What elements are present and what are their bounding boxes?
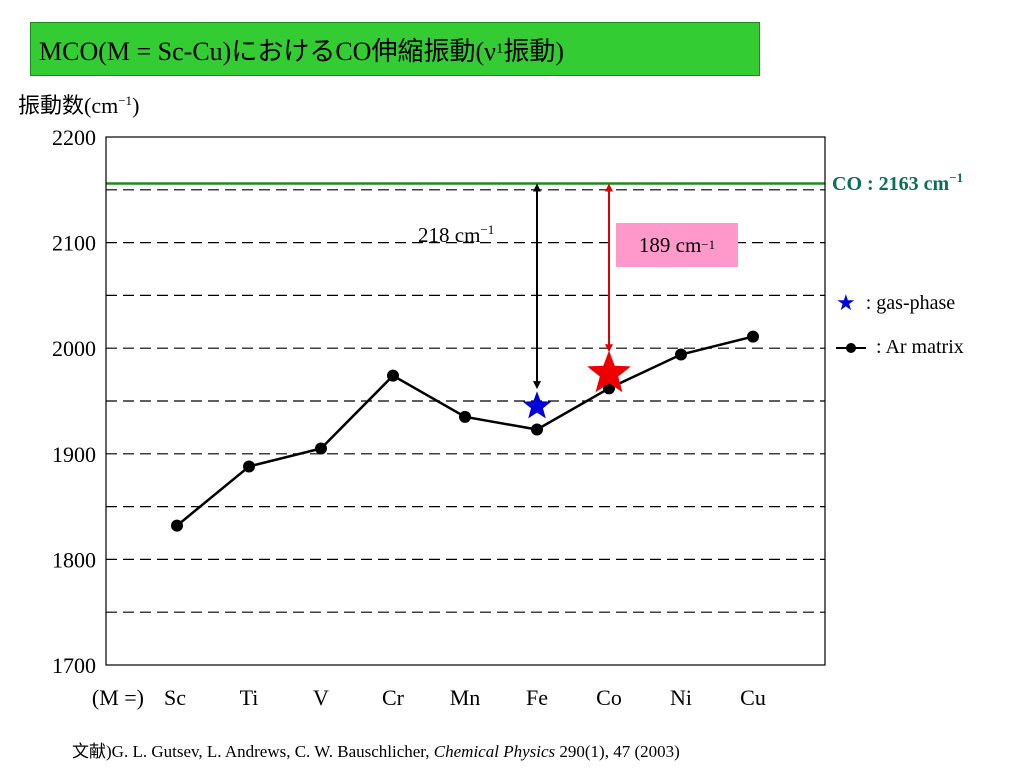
ar-matrix-point-v [315, 442, 327, 455]
citation: 文献)G. L. Gutsev, L. Andrews, C. W. Bausc… [72, 737, 680, 762]
annotation-218: 218 cm−1 [418, 222, 494, 248]
x-tick-label-cr: Cr [382, 685, 405, 710]
legend-ar-matrix: : Ar matrix [836, 336, 964, 359]
y-tick-label-1700: 1700 [52, 653, 96, 678]
annotation-189-text: 189 cm [638, 232, 702, 257]
y-tick-labels: 1700 1800 1900 2000 2100 2200 [52, 125, 96, 678]
y-tick-label-1800: 1800 [52, 547, 96, 572]
citation-authors: G. L. Gutsev, L. Andrews, C. W. Bauschli… [111, 742, 434, 761]
ar-matrix-series [171, 330, 759, 532]
annotation-189-sup: −1 [701, 237, 716, 252]
y-axis-label-sup: −1 [118, 93, 133, 108]
reference-line-label: CO : 2163 cm−1 [832, 170, 963, 196]
ar-matrix-point-ni [675, 348, 687, 361]
y-tick-label-2000: 2000 [52, 336, 96, 361]
y-tick-label-2200: 2200 [52, 125, 96, 150]
ar-matrix-point-cr [387, 369, 399, 382]
x-tick-label-ti: Ti [240, 685, 259, 710]
gas-phase-star-co [587, 350, 631, 393]
x-tick-label-co: Co [596, 685, 622, 710]
annotation-218-sup: −1 [480, 222, 495, 237]
y-axis-label-text: 振動数(cm [18, 93, 119, 118]
ar-matrix-point-cu [747, 330, 759, 343]
plot-frame [105, 136, 826, 666]
ar-matrix-line [176, 335, 754, 527]
gas-phase-star-fe [522, 391, 552, 419]
reference-line-label-text: CO : 2163 cm [832, 173, 950, 195]
difference-arrows [533, 183, 613, 390]
legend-gas-phase-label: : gas-phase [865, 291, 956, 314]
citation-prefix: 文献) [72, 742, 112, 761]
annotation-189: 189 cm −1 [616, 223, 738, 267]
y-tick-label-1900: 1900 [52, 442, 96, 467]
ar-matrix-point-co [603, 382, 615, 395]
annotation-218-text: 218 cm [418, 223, 481, 247]
x-tick-label-v: V [313, 685, 329, 710]
gas-phase-series [522, 350, 631, 419]
ar-matrix-point-fe [531, 423, 543, 436]
ar-matrix-point-sc [171, 519, 183, 532]
title-subscript: 1 [495, 40, 504, 57]
citation-rest: 290(1), 47 (2003) [555, 742, 680, 761]
y-tick-label-2100: 2100 [52, 231, 96, 256]
legend-ar-matrix-label: : Ar matrix [876, 336, 964, 358]
chart-title: MCO(M = Sc-Cu)におけるCO伸縮振動(ν 1 振動) [30, 22, 760, 76]
ar-matrix-point-mn [459, 410, 471, 423]
legend-gas-phase: ★ : gas-phase [836, 290, 955, 316]
y-axis-label: 振動数(cm−1) [18, 88, 139, 120]
y-axis-label-tail: ) [132, 93, 140, 118]
x-tick-label-cu: Cu [740, 685, 766, 710]
ar-matrix-point-ti [243, 460, 255, 473]
title-tail: 振動) [503, 36, 565, 66]
x-tick-label-fe: Fe [526, 685, 548, 710]
x-tick-label-mn: Mn [450, 685, 481, 710]
star-icon: ★ [836, 290, 856, 315]
x-tick-label-ni: Ni [670, 685, 692, 710]
x-tick-labels: (M =) Sc Ti V Cr Mn Fe Co Ni Cu [92, 685, 766, 710]
title-main: MCO(M = Sc-Cu)におけるCO伸縮振動(ν [39, 36, 496, 66]
x-axis-prefix: (M =) [92, 685, 144, 710]
line-marker-icon [836, 342, 866, 353]
x-tick-label-sc: Sc [164, 685, 186, 710]
reference-line-label-sup: −1 [949, 170, 964, 185]
citation-journal: Chemical Physics [433, 742, 556, 761]
